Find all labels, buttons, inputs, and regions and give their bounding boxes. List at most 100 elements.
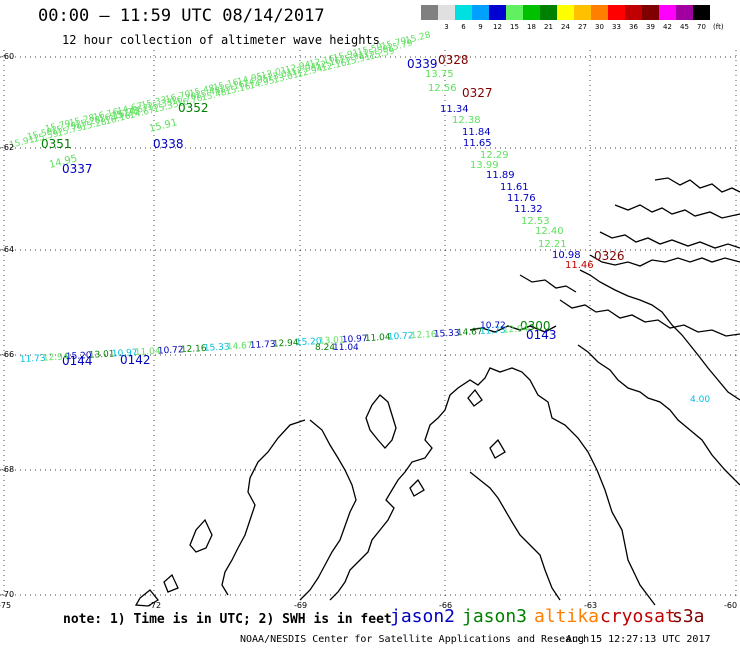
swh-label: 12.38	[452, 115, 481, 126]
adelaide-island	[365, 394, 397, 449]
pass-time-label: 0337	[62, 162, 93, 176]
small-island-d	[467, 388, 483, 407]
small-island-e	[489, 438, 506, 459]
credit-line: NOAA/NESDIS Center for Satellite Applica…	[240, 634, 590, 645]
legend-swatch	[540, 5, 557, 20]
legend-swatch	[676, 5, 693, 20]
swh-label: 12.56	[428, 83, 457, 94]
legend-bin-label: 27	[578, 23, 587, 31]
swh-label: 10.98	[552, 250, 581, 261]
satellite-legend-s3a: s3a	[672, 606, 705, 627]
swh-label: 11.61	[500, 182, 529, 193]
swh-track-sample: 12.16	[181, 344, 208, 355]
alexander-island	[221, 419, 306, 596]
legend-bin-label: 39	[646, 23, 655, 31]
swh-track-sample: 12.94	[503, 324, 530, 335]
anvers-island	[469, 325, 557, 333]
latitude-label: -60	[1, 52, 15, 61]
palmer-archipelago	[519, 274, 577, 293]
swh-track-sample: 11.73	[480, 326, 506, 337]
longitude-label: -72	[148, 601, 162, 610]
swh-track-sample: 10.72	[158, 345, 184, 356]
legend-swatch	[506, 5, 523, 20]
lat-lon-grid	[0, 50, 740, 600]
swh-track-sample: 14.67	[457, 327, 483, 338]
swh-track-sample: 15.20	[296, 337, 323, 348]
swh-track-sample: 15.33	[204, 342, 230, 353]
swh-label: 11.89	[486, 170, 515, 181]
peninsula-east-coast	[579, 269, 740, 401]
latitude-label: -62	[1, 143, 15, 152]
swh-label: 4.00	[690, 395, 710, 405]
swh-track-sample: 11.04	[135, 347, 162, 358]
swh-track-sample: 12.16	[411, 330, 438, 341]
swh-label: 15.91	[148, 117, 178, 135]
longitude-label: -69	[294, 601, 308, 610]
south-shetland-islands	[654, 177, 740, 193]
small-island-b	[134, 589, 159, 607]
swh-label: 11.84	[462, 127, 491, 138]
pass-time-label: 0339	[407, 57, 438, 71]
swh-track-sample: 13.01	[319, 335, 345, 346]
swh-label: 10.72	[480, 321, 506, 331]
map-subtitle: 12 hour collection of altimeter wave hei…	[62, 33, 380, 47]
swh-label: 11.32	[514, 204, 543, 215]
gerlache-shore	[559, 299, 740, 337]
legend-swatch	[523, 5, 540, 20]
pass-time-label: 0338	[153, 137, 184, 151]
alexander-island-east	[299, 419, 357, 601]
legend-swatch	[642, 5, 659, 20]
swh-label-cryosat: 11.46	[565, 260, 594, 271]
pass-time-label: 0351	[41, 137, 72, 151]
longitude-label: -75	[0, 601, 12, 610]
latitude-label: -68	[1, 465, 15, 474]
peninsula-west-coast	[329, 367, 656, 606]
legend-bin-label: 33	[612, 23, 621, 31]
pass-time-label: 0326	[594, 249, 625, 263]
swh-track-sample: 12.94	[273, 338, 300, 349]
footnote: note: 1) Time is in UTC; 2) SWH is in fe…	[63, 612, 392, 627]
legend-bin-label: 6	[461, 23, 466, 31]
swh-label: 12.53	[521, 216, 550, 227]
swh-track-sample: 11.73	[20, 354, 46, 365]
small-island-a	[189, 518, 213, 553]
swh-label: 11.76	[507, 193, 536, 204]
swh-label: 12.40	[535, 226, 564, 237]
legend-bin-label: 24	[561, 23, 570, 31]
legend-swatch	[421, 5, 438, 20]
swh-track-sample: 11.73	[250, 340, 276, 351]
longitude-label: -63	[584, 601, 598, 610]
generated-timestamp: Aug 15 12:27:13 UTC 2017	[566, 634, 711, 645]
swh-track-sample: 13.01	[89, 349, 115, 360]
legend-swatch	[455, 5, 472, 20]
pass-time-label: 0142	[120, 353, 151, 367]
legend-bin-label: 45	[680, 23, 689, 31]
swh-track-sample: 15.28	[404, 30, 432, 46]
latitude-label: -64	[1, 245, 15, 254]
legend-bin-label: 21	[544, 23, 553, 31]
legend-bin-label: 42	[663, 23, 672, 31]
satellite-track-labels: 15.9115.5915.7915.2816.1614.6715.3316.70…	[8, 30, 710, 405]
legend-swatch	[574, 5, 591, 20]
bay-outline-south	[469, 471, 561, 601]
satellite-legend-altika: altika	[534, 606, 600, 627]
satellite-legend-jason2: jason2	[390, 606, 456, 627]
legend-swatch	[489, 5, 506, 20]
legend-swatch	[438, 5, 455, 20]
legend-bin-label: 12	[493, 23, 502, 31]
swh-track-sample: 14.67	[227, 341, 253, 352]
latitude-label: -70	[1, 590, 15, 599]
legend-swatch	[591, 5, 608, 20]
longitude-label: -66	[439, 601, 453, 610]
map-title: 00:00 — 11:59 UTC 08/14/2017	[38, 6, 325, 26]
swh-label: 13.99	[470, 160, 499, 171]
legend-swatch	[693, 5, 710, 20]
legend-swatch	[625, 5, 642, 20]
small-island-f	[409, 478, 425, 497]
swh-track-sample: 10.72	[388, 331, 414, 342]
swh-label: 11.34	[440, 104, 469, 115]
satellite-legend-jason3: jason3	[462, 606, 528, 627]
legend-bin-label: 70	[697, 23, 706, 31]
legend-swatch	[472, 5, 489, 20]
